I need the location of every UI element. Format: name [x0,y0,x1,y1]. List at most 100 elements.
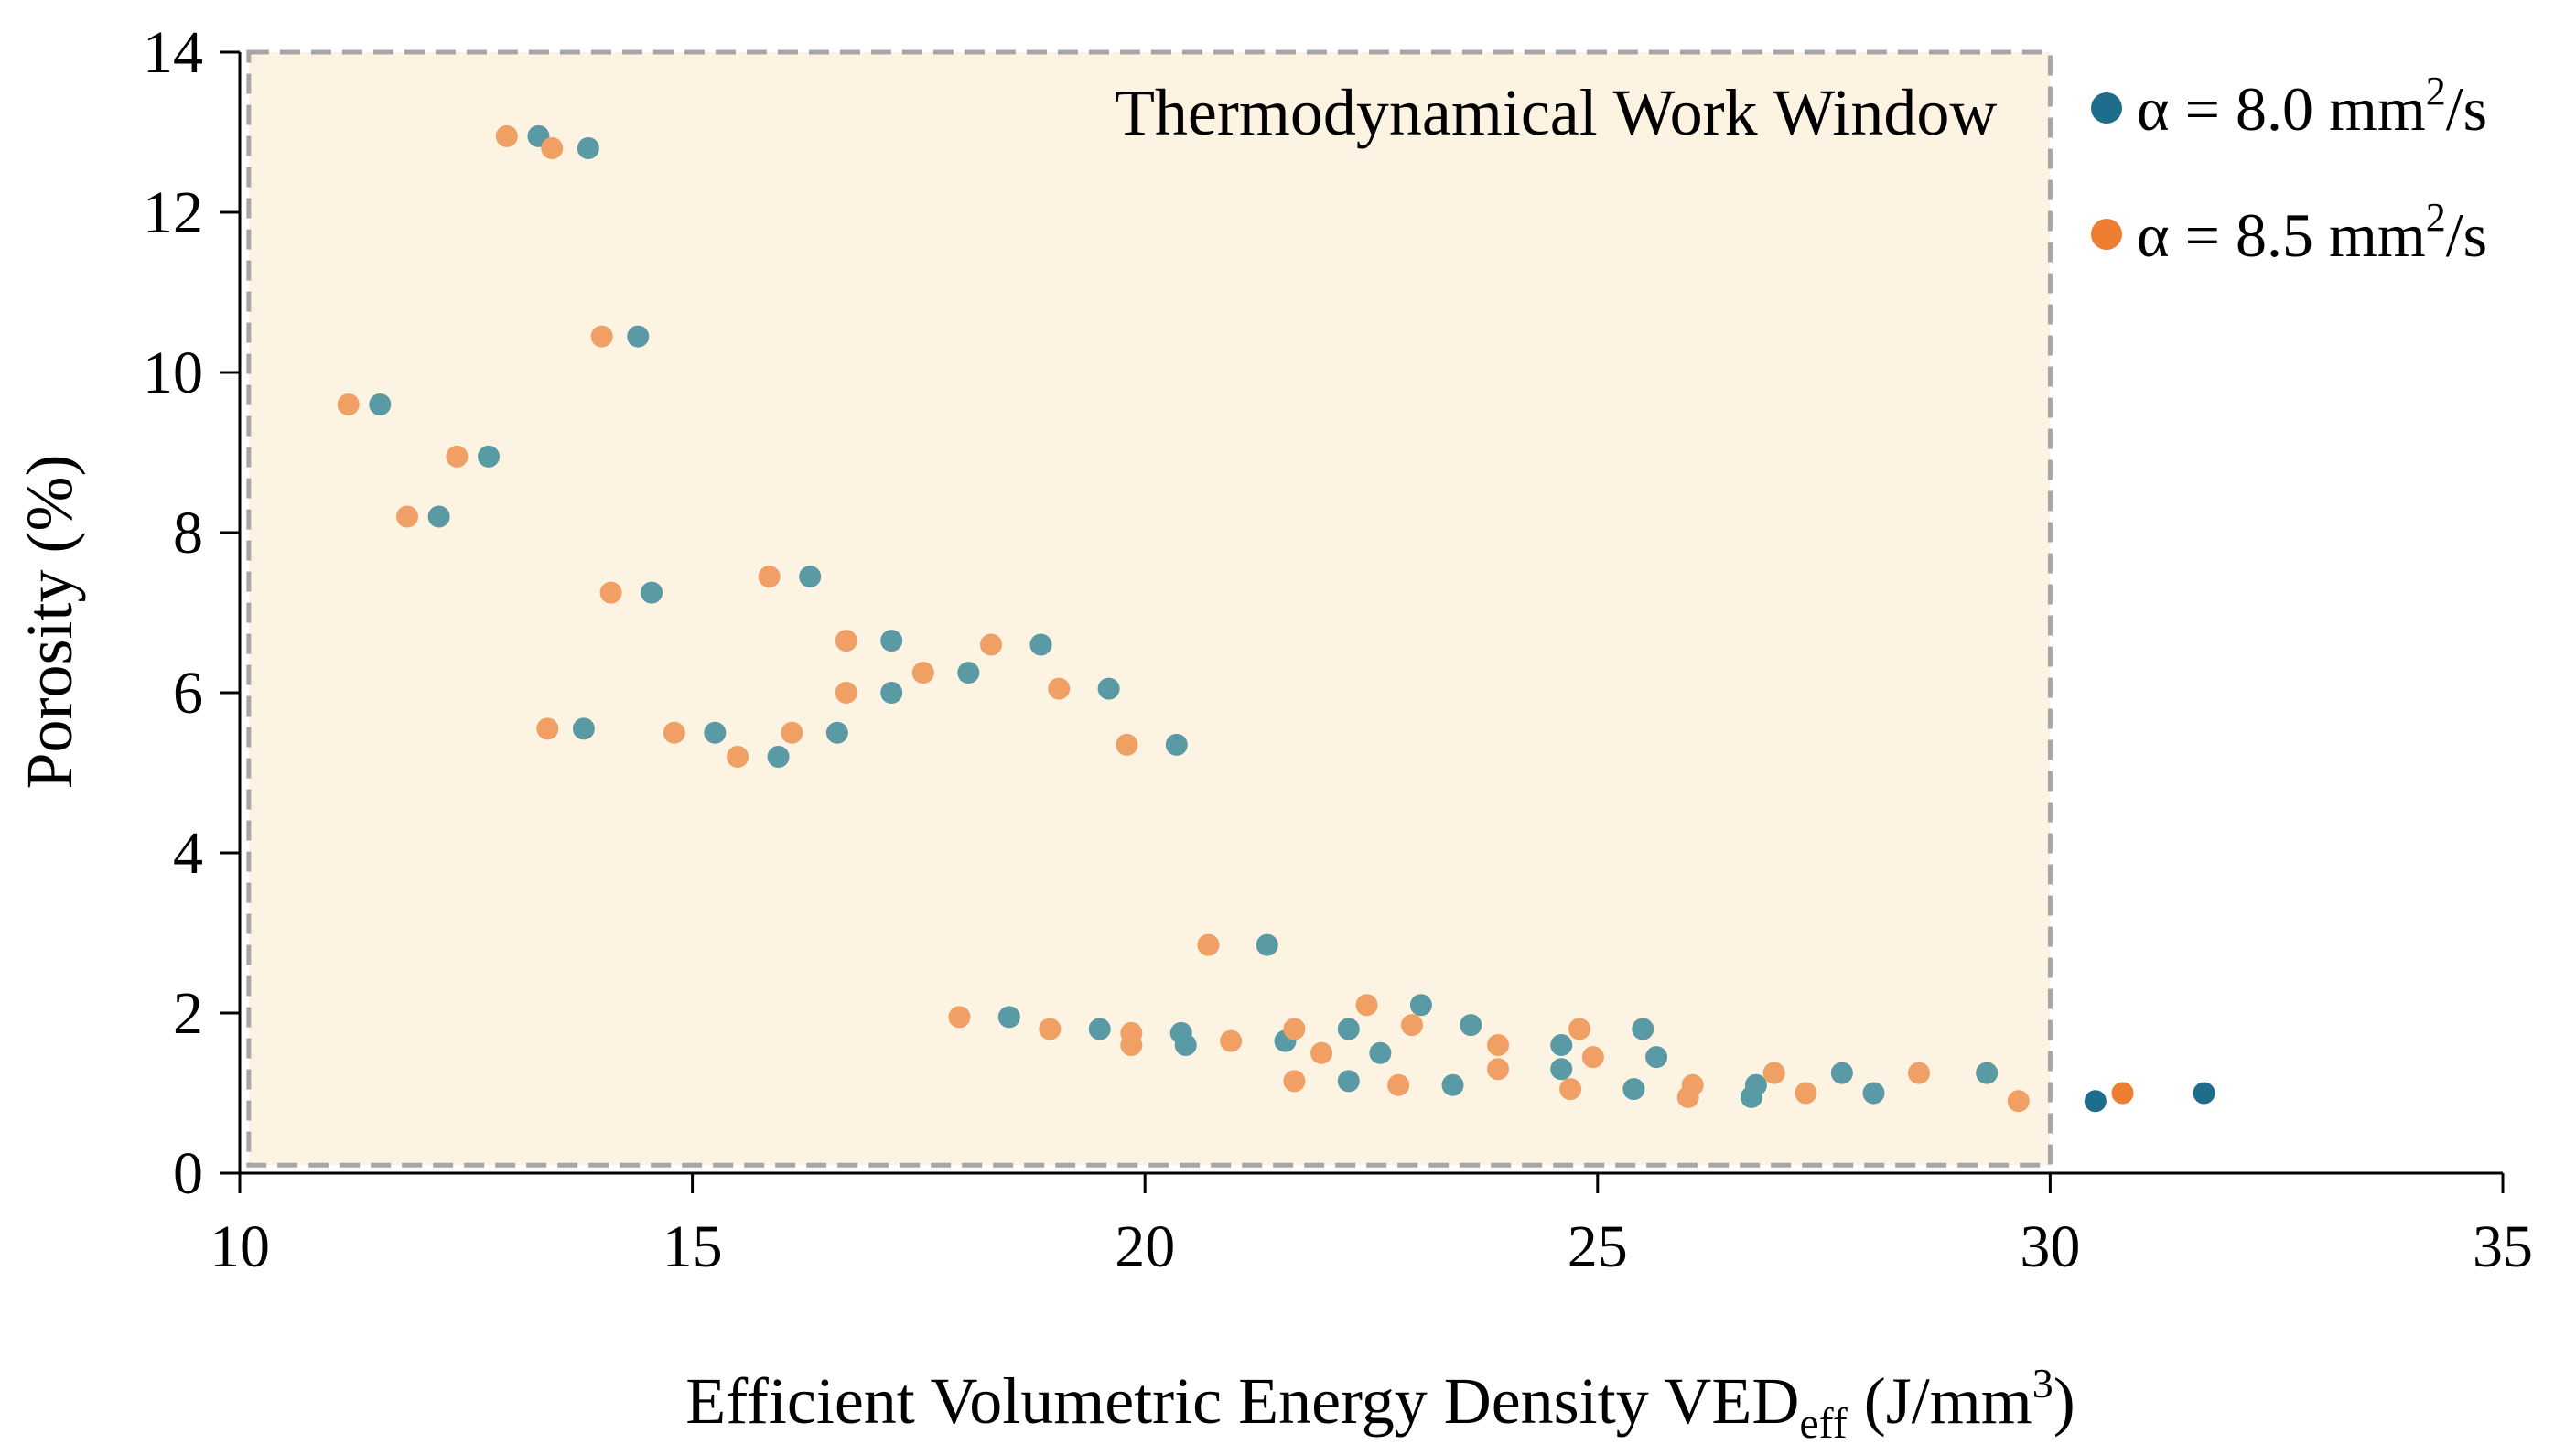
text-layer: Thermodynamical Work Window Porosity (%) E… [13,76,2075,1448]
x-tick-label-35: 35 [2473,1213,2533,1280]
points-layer [337,124,2215,1113]
data-point-series1-7 [641,581,663,604]
x-tick-label-10: 10 [210,1213,270,1280]
legend-marker-1 [2091,92,2122,124]
data-point-series1-2 [577,137,599,159]
data-point-series2-31 [1486,1034,1509,1056]
data-point-series2-10 [980,633,1003,656]
legend-label-2: α = 8.5 mm2/s [2137,195,2487,270]
data-point-series2-15 [663,721,685,744]
data-point-series1-9 [880,630,903,652]
data-point-series1-11 [957,662,980,684]
data-point-series1-30 [1441,1073,1464,1096]
data-point-series2-30 [1387,1073,1410,1096]
data-point-series2-23 [1120,1034,1143,1056]
y-tick-label-10: 10 [143,340,203,406]
data-point-series1-13 [1097,677,1120,700]
data-point-series1-40 [1976,1062,1999,1084]
data-point-series2-3 [590,325,613,348]
data-point-series1-32 [1550,1058,1573,1081]
data-point-series2-28 [1401,1014,1424,1037]
data-point-series2-6 [396,505,419,528]
legend-marker-2 [2091,219,2122,250]
data-point-series1-18 [1165,733,1188,756]
data-point-series2-39 [1795,1082,1817,1105]
data-point-series1-8 [799,566,822,588]
data-point-series2-33 [1568,1018,1591,1040]
data-point-series2-18 [1116,733,1138,756]
data-point-series1-29 [1337,1070,1360,1093]
data-point-series2-7 [599,581,622,604]
data-point-series2-38 [1762,1062,1785,1084]
y-tick-label-0: 0 [173,1140,203,1207]
data-point-series2-42 [2111,1082,2134,1105]
data-point-series1-35 [1622,1078,1645,1101]
data-point-series1-12 [880,682,903,704]
data-point-series2-21 [1039,1018,1062,1040]
axes-layer: 0 2 4 6 8 10 12 14 10 15 20 25 30 35 [143,19,2533,1280]
data-point-series1-37 [1740,1085,1762,1108]
data-point-series2-1 [495,124,518,147]
data-point-series1-4 [369,393,392,415]
data-point-series2-27 [1355,994,1378,1017]
y-tick-label-2: 2 [173,980,203,1047]
legend-label-1: α = 8.0 mm2/s [2137,69,2487,144]
data-point-series1-17 [767,746,790,768]
data-point-series1-20 [997,1006,1020,1029]
y-axis-title: Porosity (%) [13,455,86,790]
data-point-series1-6 [427,505,450,528]
data-point-series1-41 [2084,1090,2107,1113]
data-point-series2-37 [1676,1085,1699,1108]
data-point-series2-41 [2007,1090,2030,1113]
y-tick-label-6: 6 [173,660,203,727]
y-tick-label-12: 12 [143,179,203,246]
data-point-series2-5 [446,445,469,468]
data-point-series2-13 [1048,677,1071,700]
data-point-series1-31 [1550,1034,1573,1056]
data-point-series2-16 [781,721,803,744]
data-point-series2-9 [835,630,857,652]
data-point-series1-3 [627,325,650,348]
data-point-series2-40 [1907,1062,1930,1084]
data-point-series2-25 [1283,1018,1306,1040]
data-point-series2-24 [1220,1029,1243,1052]
x-tick-label-20: 20 [1115,1213,1175,1280]
data-point-series1-15 [704,721,727,744]
data-point-series1-16 [825,721,848,744]
data-point-series1-42 [2193,1082,2215,1105]
data-point-series1-28 [1460,1014,1482,1037]
work-window-label: Thermodynamical Work Window [1115,76,1997,149]
data-point-series1-39 [1862,1082,1885,1105]
data-point-series2-8 [758,566,781,588]
data-point-series1-33 [1632,1018,1654,1040]
data-point-series2-2 [541,137,564,159]
data-point-series1-25 [1337,1018,1360,1040]
data-point-series1-10 [1029,633,1052,656]
data-point-series1-26 [1369,1041,1392,1064]
data-point-series2-4 [337,393,360,415]
work-window-rect [246,49,2053,1168]
data-point-series1-38 [1830,1062,1853,1084]
y-tick-label-4: 4 [173,820,203,887]
data-point-series2-29 [1283,1070,1306,1093]
data-point-series2-34 [1581,1046,1604,1069]
data-point-series1-23 [1174,1034,1197,1056]
data-point-series2-14 [536,717,559,740]
data-point-series2-35 [1559,1078,1582,1101]
data-point-series2-12 [835,682,857,704]
data-point-series2-11 [911,662,934,684]
x-tick-label-25: 25 [1568,1213,1628,1280]
data-point-series1-5 [478,445,501,468]
data-point-series1-27 [1409,994,1432,1017]
data-point-series2-26 [1310,1041,1333,1064]
x-axis-title: Efficient Volumetric Energy Density VEDe… [685,1360,2075,1448]
data-point-series2-19 [1197,933,1220,956]
data-point-series1-21 [1088,1018,1111,1040]
data-point-series2-32 [1486,1058,1509,1081]
x-tick-label-15: 15 [663,1213,723,1280]
data-point-series2-17 [727,746,749,768]
data-point-series1-14 [572,717,595,740]
work-window-layer [246,49,2053,1168]
